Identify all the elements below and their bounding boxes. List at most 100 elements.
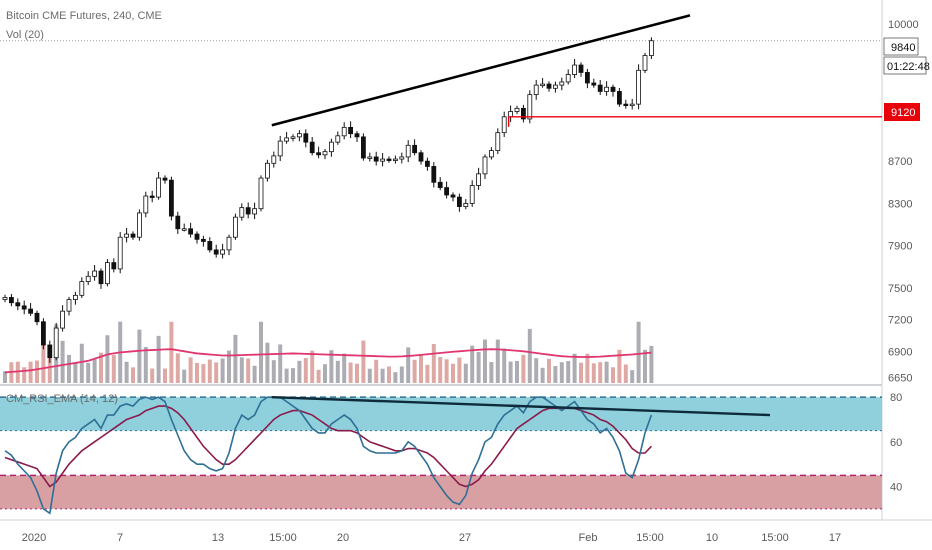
volume-bar <box>438 357 443 383</box>
volume-bar <box>649 345 654 383</box>
volume-bar <box>419 354 423 383</box>
candle-body <box>98 270 104 285</box>
time-tick-label: 2020 <box>22 532 46 544</box>
volume-bar <box>547 358 551 383</box>
volume-bar <box>188 357 193 383</box>
candle-body <box>124 233 129 238</box>
volume-bar <box>175 353 180 383</box>
price-tick-label: 6650 <box>888 373 912 385</box>
volume-bar <box>553 366 558 383</box>
volume-bar <box>342 353 347 383</box>
candle-body <box>220 249 226 255</box>
volume-bar <box>227 350 231 383</box>
candle-body <box>604 86 609 92</box>
candle-body <box>162 177 168 181</box>
candle-body <box>521 107 526 120</box>
candle-body <box>277 140 283 157</box>
candle-body <box>610 86 616 92</box>
candle-body <box>424 160 430 167</box>
level-price-tag: 9120 <box>891 107 915 119</box>
time-tick-label: 15:00 <box>269 532 297 544</box>
volume-bar <box>348 362 353 383</box>
candle-body <box>591 82 597 86</box>
rsi-trend-line <box>271 395 771 417</box>
level-price-tag-bg <box>884 103 920 121</box>
bar-countdown-tag: 01:22:48 <box>887 61 930 73</box>
volume-bar <box>265 342 270 383</box>
volume-bar <box>278 344 283 383</box>
candle-body <box>156 177 162 198</box>
volume-bar <box>387 366 391 383</box>
candle-body <box>540 83 545 86</box>
volume-bar <box>3 371 7 383</box>
volume-bar <box>515 361 519 383</box>
candle-body <box>380 158 386 162</box>
volume-bar <box>316 369 321 383</box>
rsi-tick-label: 80 <box>890 392 902 404</box>
volume-bar <box>457 357 462 383</box>
volume-bar <box>303 357 308 383</box>
volume-bar <box>374 359 379 383</box>
volume-bar <box>643 349 647 383</box>
volume-bar <box>470 345 475 383</box>
volume-bar <box>246 358 251 383</box>
candle-body <box>200 238 206 242</box>
candle-body <box>60 310 65 329</box>
volume-bar <box>636 321 641 383</box>
volume-bar <box>591 363 596 383</box>
candle-body <box>373 156 379 162</box>
candle-body <box>354 133 360 138</box>
candle-body <box>463 203 469 207</box>
candle-body <box>514 107 520 112</box>
candle-body <box>450 194 456 198</box>
last-price-tag-bg <box>883 37 919 56</box>
volume-bar <box>284 368 289 383</box>
candle-body <box>533 84 539 96</box>
candle-body <box>85 275 91 282</box>
price-tick-label: 8700 <box>888 156 912 168</box>
rsi-ema-line <box>4 405 652 488</box>
volume-bar <box>367 368 372 383</box>
candle-body <box>41 321 46 346</box>
candle-body <box>111 262 117 270</box>
candle-body <box>527 94 533 120</box>
overlay-lines <box>4 14 882 374</box>
volume-ma-line <box>4 348 652 374</box>
candle-body <box>348 126 354 135</box>
candlestick-series <box>2 37 654 363</box>
volume-bar <box>495 339 500 383</box>
candle-body <box>28 308 34 314</box>
candle-body <box>469 185 475 204</box>
rsi-line <box>4 396 653 515</box>
candle-body <box>495 132 501 152</box>
volume-bar <box>41 332 46 383</box>
time-tick-label: 13 <box>212 532 224 544</box>
candle-body <box>168 179 174 217</box>
volume-bar <box>463 363 468 383</box>
candle-body <box>636 69 641 105</box>
candle-body <box>232 216 238 238</box>
volume-bar <box>67 354 71 383</box>
volume-bar <box>527 328 532 383</box>
volume-bar <box>207 359 212 383</box>
candle-body <box>21 305 27 310</box>
candle-body <box>488 150 494 158</box>
volume-bar <box>22 367 27 383</box>
price-tick-label: 7900 <box>888 241 912 253</box>
price-pane[interactable] <box>0 0 882 383</box>
candle-body <box>482 156 488 175</box>
volume-bar <box>335 360 340 383</box>
price-tick-label: 7200 <box>888 315 912 327</box>
candle-body <box>34 312 40 323</box>
volume-bar <box>521 354 526 383</box>
volume-bar <box>297 360 302 383</box>
candle-body <box>444 187 450 196</box>
candle-body <box>309 141 315 154</box>
candle-body <box>642 55 648 71</box>
volume-bar <box>431 344 436 383</box>
price-tick-label: 6900 <box>888 346 912 358</box>
rsi-oversold-zone <box>0 475 882 509</box>
candle-body <box>66 299 72 312</box>
volume-bar <box>611 367 615 383</box>
